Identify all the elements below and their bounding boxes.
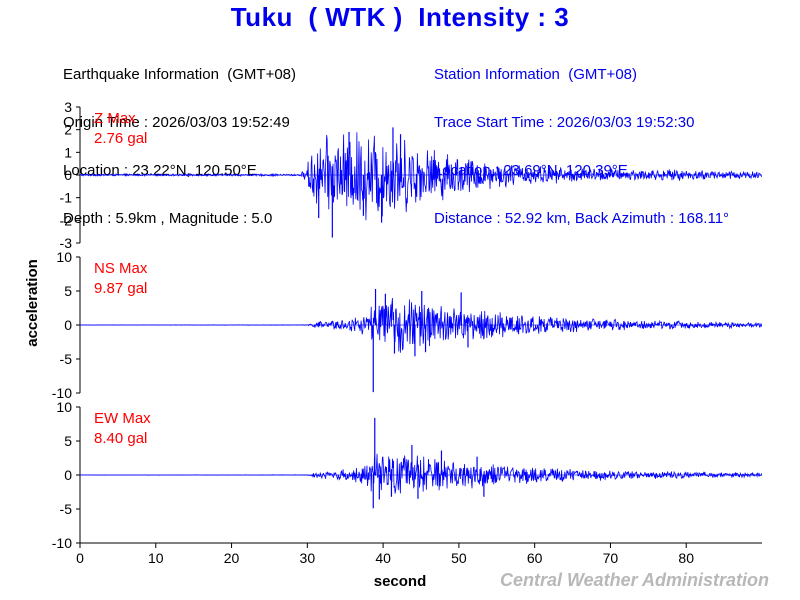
- y-tick-label: -10: [52, 535, 72, 551]
- chart-title: Tuku ( WTK ) Intensity : 3: [230, 2, 570, 32]
- waveform-ew: [79, 453, 763, 494]
- x-tick-label: 60: [527, 550, 543, 566]
- y-tick-label: 2: [64, 122, 72, 138]
- max-value-z: 2.76 gal: [94, 130, 147, 147]
- x-tick-label: 80: [678, 550, 694, 566]
- depth-magnitude: Depth : 5.9km , Magnitude : 5.0: [63, 210, 273, 227]
- y-tick-label: 5: [64, 283, 72, 299]
- x-tick-label: 70: [603, 550, 619, 566]
- y-tick-label: 10: [56, 249, 72, 265]
- x-axis-label: second: [374, 573, 427, 590]
- y-tick-label: 5: [64, 433, 72, 449]
- x-tick-label: 10: [148, 550, 164, 566]
- y-axis-label: acceleration: [24, 259, 41, 347]
- x-tick-label: 30: [300, 550, 316, 566]
- max-label-ew: EW Max: [94, 410, 151, 427]
- x-tick-label: 50: [451, 550, 467, 566]
- y-tick-label: -5: [60, 351, 73, 367]
- distance-azimuth: Distance : 52.92 km, Back Azimuth : 168.…: [434, 210, 730, 227]
- x-tick-label: 0: [76, 550, 84, 566]
- y-tick-label: 0: [64, 467, 72, 483]
- y-tick-label: 3: [64, 99, 72, 115]
- x-tick-label: 40: [375, 550, 391, 566]
- y-tick-label: 1: [64, 144, 72, 160]
- y-tick-label: -2: [60, 212, 73, 228]
- earthquake-heading: Earthquake Information (GMT+08): [63, 66, 297, 83]
- origin-time: Origin Time : 2026/03/03 19:52:49: [63, 114, 290, 131]
- credit-text: Central Weather Administration: [499, 570, 769, 590]
- waveform-ns: [79, 298, 763, 353]
- max-value-ew: 8.40 gal: [94, 430, 147, 447]
- y-tick-label: 0: [64, 317, 72, 333]
- y-tick-label: -10: [52, 385, 72, 401]
- y-tick-label: -3: [60, 235, 73, 251]
- x-tick-label: 20: [224, 550, 240, 566]
- max-label-ns: NS Max: [94, 260, 148, 277]
- max-value-ns: 9.87 gal: [94, 280, 147, 297]
- earthquake-info: Earthquake Information (GMT+08) Origin T…: [63, 35, 296, 243]
- y-tick-label: 0: [64, 167, 72, 183]
- station-heading: Station Information (GMT+08): [434, 66, 637, 83]
- y-tick-label: -1: [60, 190, 73, 206]
- y-tick-label: -5: [60, 501, 73, 517]
- y-tick-label: 10: [56, 399, 72, 415]
- waveform-z: [79, 132, 762, 221]
- max-label-z: Z Max: [94, 110, 136, 127]
- trace-start-time: Trace Start Time : 2026/03/03 19:52:30: [434, 114, 695, 131]
